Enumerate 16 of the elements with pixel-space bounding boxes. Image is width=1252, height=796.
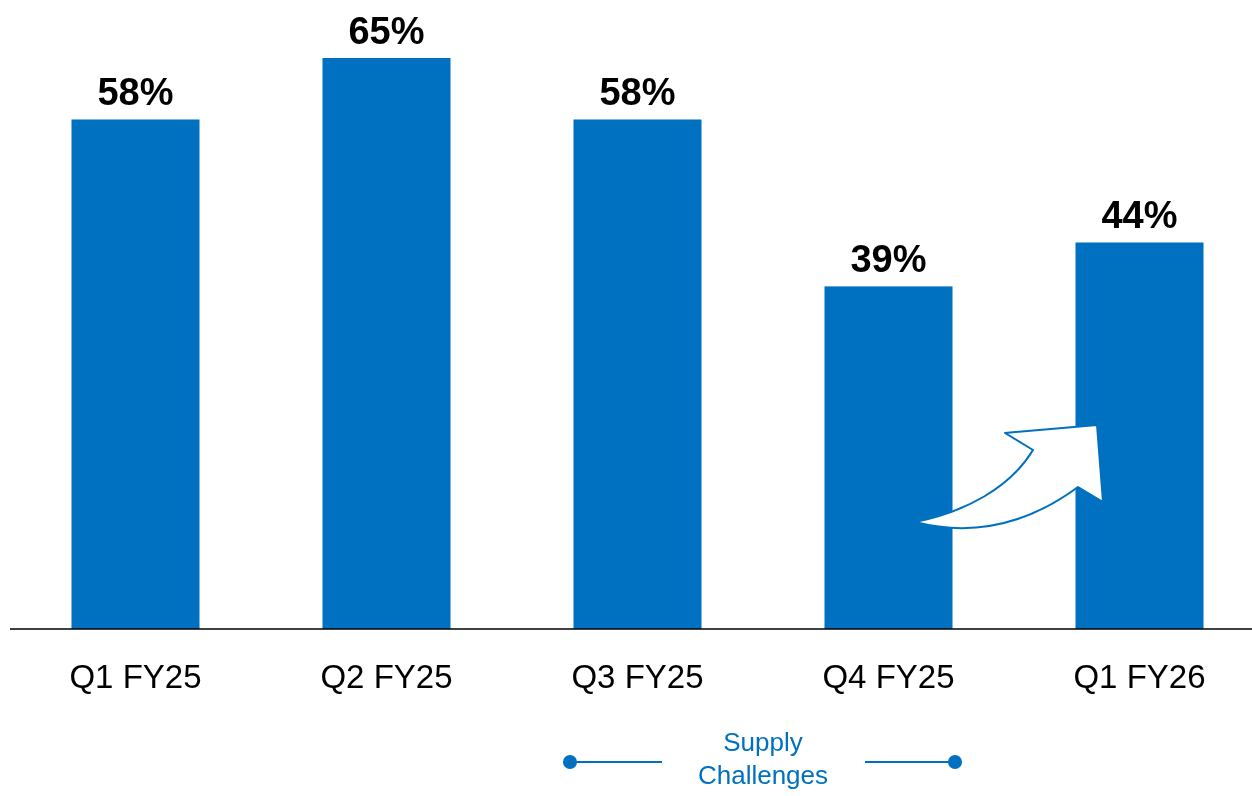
data-label: 44% — [1101, 194, 1178, 237]
data-label: 65% — [348, 10, 425, 52]
bar — [573, 119, 702, 629]
bar — [71, 119, 200, 629]
x-tick-label: Q1 FY26 — [1073, 658, 1206, 695]
x-tick-label: Q2 FY25 — [320, 658, 453, 695]
data-label: 58% — [599, 71, 676, 114]
x-tick-label: Q4 FY25 — [822, 658, 955, 695]
bar — [1075, 242, 1204, 629]
text: Supply Challenges — [697, 727, 829, 790]
bar — [322, 58, 451, 629]
bar — [824, 286, 953, 629]
data-label: 58% — [97, 71, 174, 114]
data-label: 39% — [850, 238, 927, 281]
x-tick-label: Q3 FY25 — [571, 658, 704, 695]
x-tick-label: Q1 FY25 — [69, 658, 202, 695]
